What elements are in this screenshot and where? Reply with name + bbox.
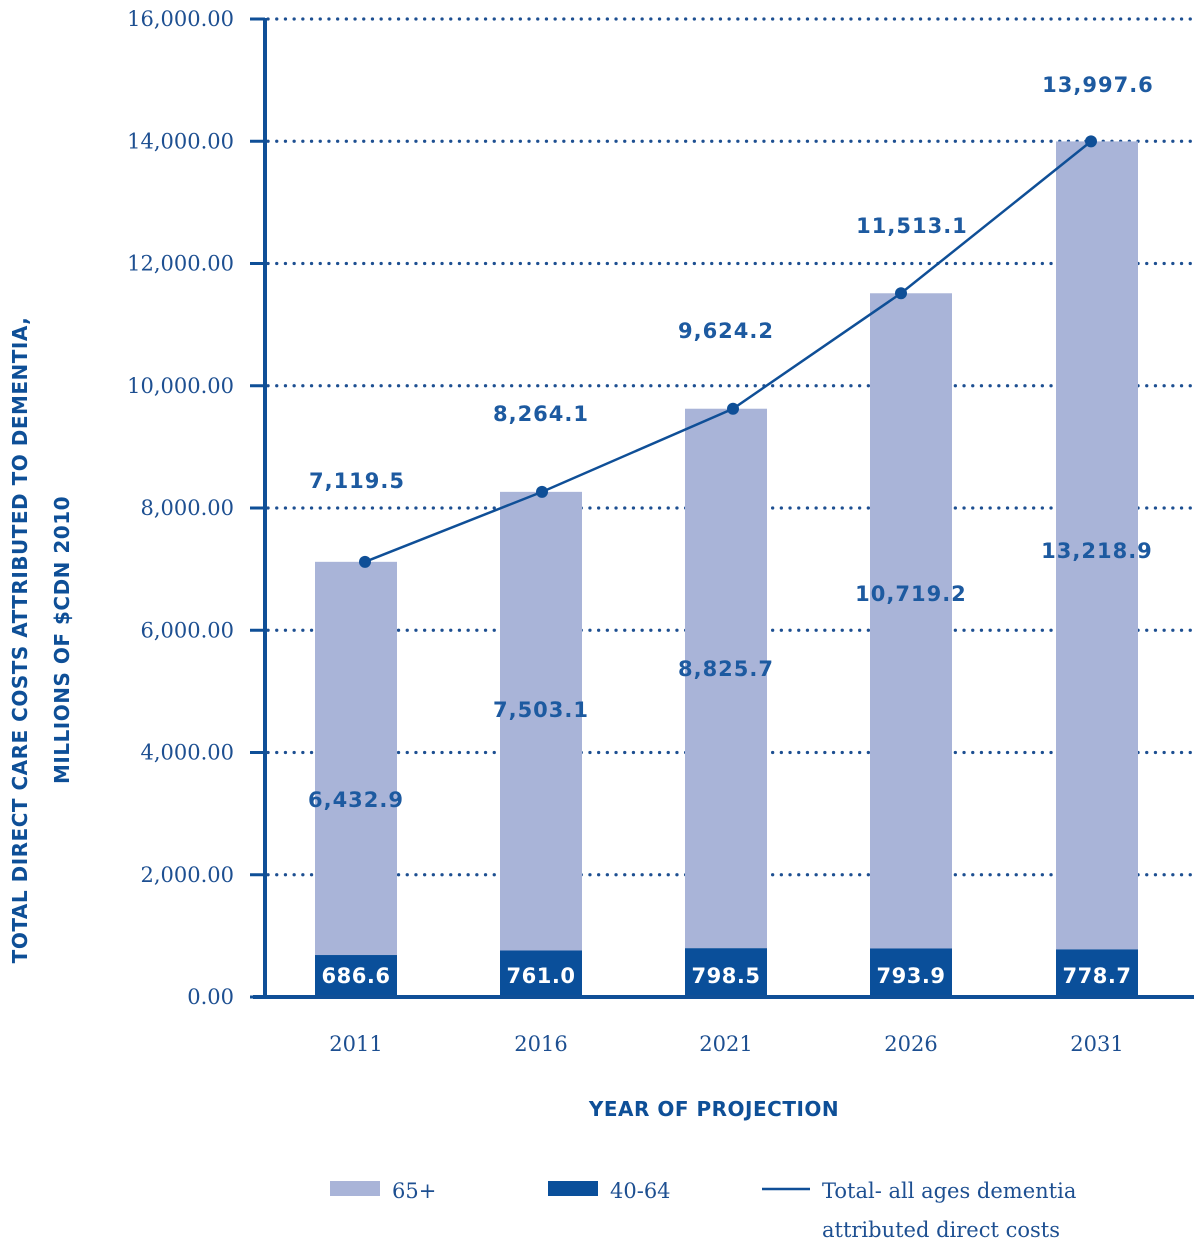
- bar-65plus-2031: [1056, 141, 1138, 950]
- x-tick-label-2031: 2031: [1070, 1032, 1123, 1056]
- x-tick-label-2016: 2016: [514, 1032, 567, 1056]
- label-40-64-2031: 778.7: [1063, 964, 1132, 988]
- y-tick-label-2000: 2,000.00: [140, 863, 234, 887]
- label-65plus-2016: 7,503.1: [493, 698, 589, 722]
- x-axis-title: YEAR OF PROJECTION: [588, 1097, 839, 1121]
- legend-swatch-65plus: [330, 1181, 380, 1196]
- y-tick-label-14000: 14,000.00: [127, 129, 234, 153]
- total-point-2011: [359, 555, 371, 568]
- x-tick-label-2021: 2021: [699, 1032, 752, 1056]
- label-total-2021: 9,624.2: [678, 319, 774, 343]
- bar-65plus-2026: [870, 293, 952, 949]
- x-tick-labels: 2011 2016 2021 2026 2031: [329, 1032, 1123, 1056]
- data-labels: 686.6 6,432.9 761.0 7,503.1 798.5 8,825.7 793.…: [308, 73, 1154, 988]
- label-40-64-2011: 686.6: [322, 964, 391, 988]
- y-tick-label-4000: 4,000.00: [140, 741, 234, 765]
- bar-40-64-2031: [1056, 949, 1138, 997]
- label-65plus-2011: 6,432.9: [308, 788, 404, 812]
- y-axis-title-line2: MILLIONS OF $CDN 2010: [50, 496, 74, 784]
- y-tick-label-0: 0.00: [187, 985, 234, 1009]
- y-axis-title: TOTAL DIRECT CARE COSTS ATTRIBUTED TO DE…: [8, 317, 74, 964]
- legend-label-total-line1: Total- all ages dementia: [822, 1179, 1076, 1203]
- label-total-2011: 7,119.5: [309, 469, 405, 493]
- y-axis-title-line1: TOTAL DIRECT CARE COSTS ATTRIBUTED TO DE…: [8, 317, 32, 964]
- y-tick-label-16000: 16,000.00: [127, 7, 234, 31]
- bars: [315, 141, 1138, 997]
- x-tick-label-2011: 2011: [329, 1032, 382, 1056]
- y-tick-label-12000: 12,000.00: [127, 252, 234, 276]
- y-tick-label-8000: 8,000.00: [140, 496, 234, 520]
- legend-label-65plus: 65+: [392, 1179, 436, 1203]
- bar-65plus-2021: [685, 408, 767, 949]
- y-tick-labels: 0.00 2,000.00 4,000.00 6,000.00 8,000.00 10,0…: [127, 7, 265, 1009]
- y-tick-label-6000: 6,000.00: [140, 618, 234, 642]
- legend-label-40-64: 40-64: [610, 1179, 671, 1203]
- label-total-2016: 8,264.1: [493, 402, 589, 426]
- label-40-64-2016: 761.0: [507, 964, 576, 988]
- bar-65plus-2011: [315, 561, 397, 956]
- total-point-2016: [536, 485, 548, 498]
- label-65plus-2031: 13,218.9: [1041, 539, 1153, 563]
- legend-label-total-line2: attributed direct costs: [822, 1218, 1060, 1242]
- total-point-2026: [895, 287, 907, 300]
- label-65plus-2021: 8,825.7: [678, 657, 774, 681]
- y-tick-label-10000: 10,000.00: [127, 374, 234, 398]
- legend-swatch-40-64: [548, 1181, 598, 1196]
- bar-40-64-2016: [500, 950, 582, 997]
- bar-65plus-2016: [500, 491, 582, 951]
- total-line: [359, 135, 1097, 568]
- bar-40-64-2021: [685, 948, 767, 997]
- legend: 65+ 40-64 Total- all ages dementia attri…: [330, 1179, 1076, 1242]
- bar-40-64-2026: [870, 948, 952, 997]
- x-tick-label-2026: 2026: [884, 1032, 937, 1056]
- bar-40-64-2011: [315, 955, 397, 997]
- total-point-2031: [1085, 135, 1097, 148]
- label-40-64-2026: 793.9: [877, 964, 946, 988]
- label-65plus-2026: 10,719.2: [855, 582, 967, 606]
- total-point-2021: [727, 402, 739, 415]
- label-40-64-2021: 798.5: [692, 964, 761, 988]
- label-total-2026: 11,513.1: [856, 214, 968, 238]
- label-total-2031: 13,997.6: [1042, 73, 1154, 97]
